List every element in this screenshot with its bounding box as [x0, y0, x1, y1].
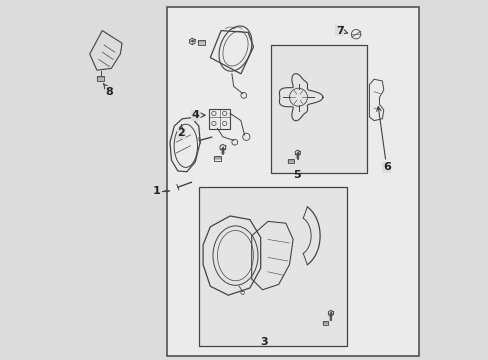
Bar [97, 76, 104, 81]
Bar [198, 40, 204, 45]
Bar [167, 7, 418, 356]
Bar [199, 187, 346, 346]
Text: 5: 5 [292, 170, 300, 180]
Text: 3: 3 [260, 337, 267, 347]
Bar [209, 109, 230, 129]
Text: 8: 8 [103, 84, 113, 97]
Bar [322, 321, 328, 325]
Text: 1: 1 [152, 186, 160, 196]
Bar [271, 45, 366, 173]
Bar [288, 159, 294, 163]
Text: 6: 6 [376, 107, 390, 172]
Bar [214, 156, 220, 161]
Text: 2: 2 [177, 125, 185, 138]
Text: 4: 4 [192, 110, 205, 120]
Text: 7: 7 [335, 26, 347, 36]
